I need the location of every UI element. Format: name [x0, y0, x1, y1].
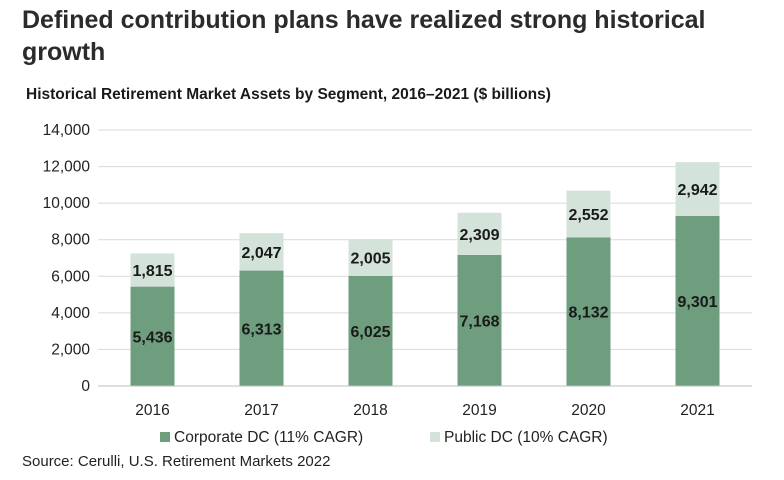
bar-segment-public-dc [348, 239, 393, 276]
data-label: 2,047 [241, 245, 281, 262]
data-label: 6,313 [241, 321, 281, 338]
source-note: Source: Cerulli, U.S. Retirement Markets… [22, 453, 331, 470]
data-label: 9,301 [677, 294, 717, 311]
page-title: Defined contribution plans have realized… [22, 6, 706, 66]
bars: 5,436 1,815 6,313 2,047 6,025 2,005 7,168 2,309… [130, 162, 720, 386]
bar-segment-public-dc [130, 253, 175, 287]
bar-segment-public-dc [566, 190, 611, 238]
data-label: 6,025 [350, 324, 390, 341]
gridlines [98, 129, 752, 350]
y-tick-label: 2,000 [51, 341, 90, 358]
data-label: 1,815 [132, 263, 172, 280]
legend-swatch [160, 432, 170, 442]
data-label: 2,942 [677, 182, 717, 199]
bar-segment-corporate-dc [239, 270, 284, 386]
y-tick-label: 12,000 [43, 159, 91, 176]
chart-title: Historical Retirement Market Assets by S… [26, 86, 551, 103]
x-tick-label: 2016 [135, 402, 169, 419]
y-tick-label: 14,000 [43, 122, 91, 139]
y-axis-ticks: 0 2,000 4,000 6,000 8,000 10,000 12,000 14,000 [43, 122, 91, 395]
bar-segment-public-dc [239, 233, 284, 271]
legend-swatch [430, 432, 440, 442]
x-tick-label: 2021 [680, 402, 714, 419]
x-tick-label: 2018 [353, 402, 387, 419]
y-tick-label: 0 [81, 378, 90, 395]
x-tick-label: 2017 [244, 402, 278, 419]
data-label: 5,436 [132, 329, 172, 346]
y-tick-label: 10,000 [43, 195, 91, 212]
y-tick-label: 4,000 [51, 305, 90, 322]
x-axis-ticks: 2016 2017 2018 2019 2020 2021 [135, 402, 714, 419]
legend-label: Public DC (10% CAGR) [444, 429, 608, 446]
data-label: 7,168 [459, 313, 499, 330]
bar-segment-corporate-dc [566, 237, 611, 386]
bar-segment-corporate-dc [130, 286, 175, 386]
data-label: 2,005 [350, 250, 390, 267]
data-label: 8,132 [568, 305, 608, 322]
y-tick-label: 8,000 [51, 232, 90, 249]
bar-segment-public-dc [457, 212, 502, 255]
bar-segment-corporate-dc [675, 215, 720, 386]
data-label: 2,309 [459, 227, 499, 244]
y-tick-label: 6,000 [51, 268, 90, 285]
legend: Corporate DC (11% CAGR) Public DC (10% CA… [160, 429, 608, 446]
x-tick-label: 2020 [571, 402, 606, 419]
legend-label: Corporate DC (11% CAGR) [174, 429, 363, 446]
bar-segment-corporate-dc [457, 254, 502, 386]
bar-segment-public-dc [675, 162, 720, 216]
bar-segment-corporate-dc [348, 275, 393, 386]
x-tick-label: 2019 [462, 402, 496, 419]
data-label: 2,552 [568, 207, 608, 224]
